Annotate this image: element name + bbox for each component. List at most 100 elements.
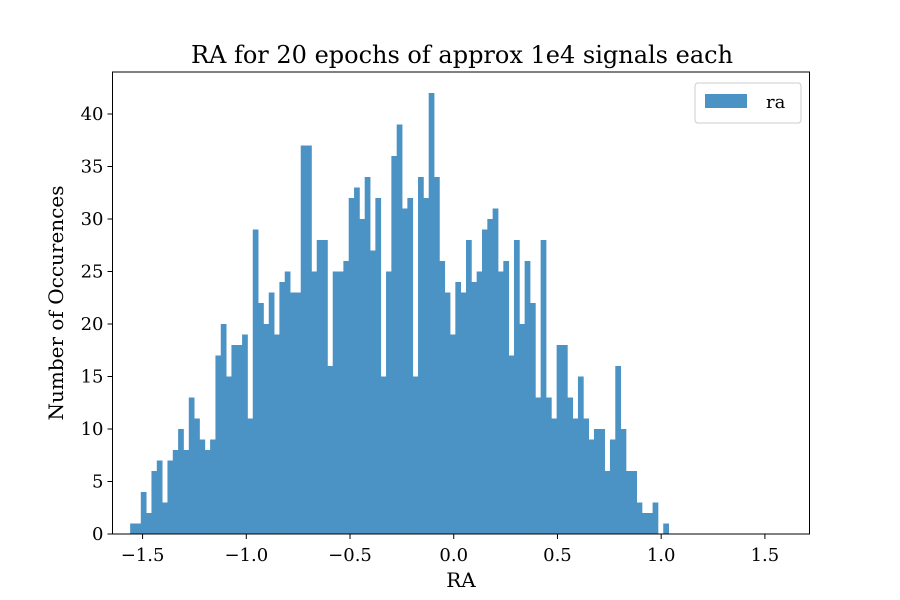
histogram-bar (625, 471, 632, 534)
histogram-bar (354, 187, 360, 534)
histogram-bar (178, 429, 184, 534)
histogram-bar (471, 282, 478, 534)
histogram-bar (300, 145, 307, 534)
histogram-bar (146, 513, 152, 534)
y-tick-label: 10 (81, 419, 104, 440)
histogram-bar (220, 324, 227, 534)
histogram-bar (204, 450, 211, 534)
histogram-bar (556, 345, 563, 534)
histogram-bar (252, 229, 259, 534)
histogram-bar (513, 240, 520, 534)
histogram-bar (316, 240, 323, 534)
histogram-bar (583, 418, 590, 534)
histogram-bar (652, 502, 659, 534)
histogram-bar (497, 271, 504, 534)
histogram-bar (465, 240, 472, 534)
histogram-bar (274, 334, 280, 534)
histogram-bar (540, 240, 547, 534)
histogram-bar (284, 271, 291, 534)
histogram-bar (412, 376, 419, 534)
histogram-bar (439, 261, 446, 534)
histogram-bar (268, 292, 275, 534)
y-axis-label: Number of Occurences (44, 186, 68, 421)
y-tick-label: 0 (92, 524, 103, 545)
histogram-bar (588, 439, 595, 534)
x-tick-label: 1.5 (751, 545, 780, 566)
chart-title: RA for 20 epochs of approx 1e4 signals e… (191, 41, 733, 69)
y-tick-label: 35 (81, 157, 104, 178)
plot-area (112, 71, 810, 535)
histogram-bar (375, 198, 382, 534)
x-axis-label: RA (446, 568, 476, 592)
histogram-bar (231, 345, 238, 534)
histogram-bar (423, 198, 430, 534)
histogram-bar (524, 261, 531, 534)
histogram-bar (162, 502, 168, 534)
histogram-bar (332, 271, 339, 534)
histogram-bar (418, 177, 424, 534)
y-tick-label: 15 (81, 367, 104, 388)
bars-group (130, 93, 669, 534)
histogram-bar (391, 156, 398, 534)
histogram-bar (247, 418, 254, 534)
y-tick-label: 25 (81, 262, 104, 283)
legend-label-ra: ra (766, 92, 786, 113)
histogram-bar (242, 334, 248, 534)
x-tick-label: −1.0 (224, 545, 268, 566)
histogram-bar (604, 471, 611, 534)
histogram-bar (476, 271, 483, 534)
histogram-bar (236, 345, 243, 534)
histogram-bar (529, 303, 536, 534)
histogram-bar (386, 271, 392, 534)
histogram-bar (545, 397, 552, 534)
x-tick-label: −0.5 (328, 545, 372, 566)
histogram-bar (156, 460, 163, 534)
histogram-bar (641, 513, 648, 534)
histogram-bar (599, 429, 606, 534)
histogram-bar (615, 366, 622, 534)
histogram-bar (263, 324, 270, 534)
histogram-bar (450, 334, 456, 534)
histogram-bar (279, 282, 286, 534)
histogram-bar (226, 376, 232, 534)
histogram-bar (609, 439, 616, 534)
histogram-bar (519, 324, 526, 534)
legend: ra (694, 82, 802, 124)
histogram-bar (343, 261, 350, 534)
legend-box (694, 82, 802, 124)
histogram-bar (663, 523, 669, 534)
histogram-bar (210, 439, 216, 534)
x-tick-label: 0.0 (439, 545, 468, 566)
histogram-bar (306, 145, 312, 534)
histogram-bar (327, 366, 334, 534)
x-tick-label: 0.5 (543, 545, 572, 566)
histogram-bar (188, 397, 195, 534)
y-tick-label: 5 (92, 472, 103, 493)
histogram-bar (508, 355, 515, 534)
histogram-bar (364, 177, 371, 534)
histogram-bar (647, 513, 653, 534)
histogram-bar (172, 450, 179, 534)
histogram-bar (348, 198, 355, 534)
plot-frame (112, 71, 810, 535)
histogram-bar (535, 397, 542, 534)
histogram-bar (402, 208, 408, 534)
histogram-bar (455, 282, 462, 534)
histogram-bar (561, 345, 568, 534)
legend-swatch-ra (705, 94, 747, 108)
histogram-bar (396, 124, 403, 534)
histogram-bar (258, 303, 264, 534)
x-tick-label: 1.0 (647, 545, 676, 566)
histogram-bar (503, 261, 510, 534)
histogram-bar (215, 355, 222, 534)
histogram-bar (460, 292, 467, 534)
histogram-bar (311, 271, 318, 534)
y-tick-label: 20 (81, 314, 104, 335)
y-tick-label: 40 (81, 104, 104, 125)
histogram-bar (151, 471, 158, 534)
histogram-bar (167, 460, 174, 534)
histogram-bar (551, 418, 558, 534)
histogram-bar (135, 523, 142, 534)
histogram-bar (631, 471, 637, 534)
